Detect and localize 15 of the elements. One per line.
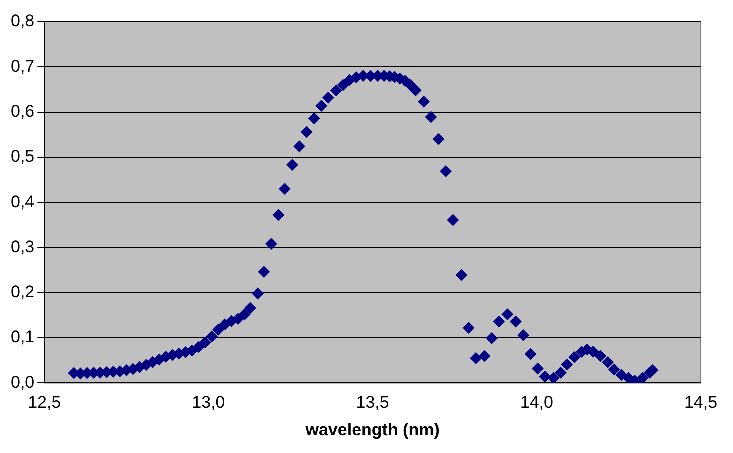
y-tick-label: 0,4 [10,192,35,212]
x-tick-label: 14,5 [684,393,718,412]
y-tick-label: 0,8 [10,12,35,31]
y-tick-label: 0,6 [10,102,35,121]
y-tick-label: 0,7 [10,56,35,76]
y-tick-label: 0,0 [10,372,35,392]
y-tick-label: 0,2 [10,282,35,302]
x-tick-label: 13,0 [192,393,226,412]
x-tick-label: 13,5 [356,393,390,412]
x-axis-title: wavelength (nm) [304,420,440,440]
y-tick-label: 0,1 [10,328,35,347]
x-tick-label: 12,5 [28,393,62,412]
x-tick-label: 14,0 [520,393,554,412]
y-tick-label: 0,5 [10,147,35,166]
y-tick-label: 0,3 [10,237,35,256]
